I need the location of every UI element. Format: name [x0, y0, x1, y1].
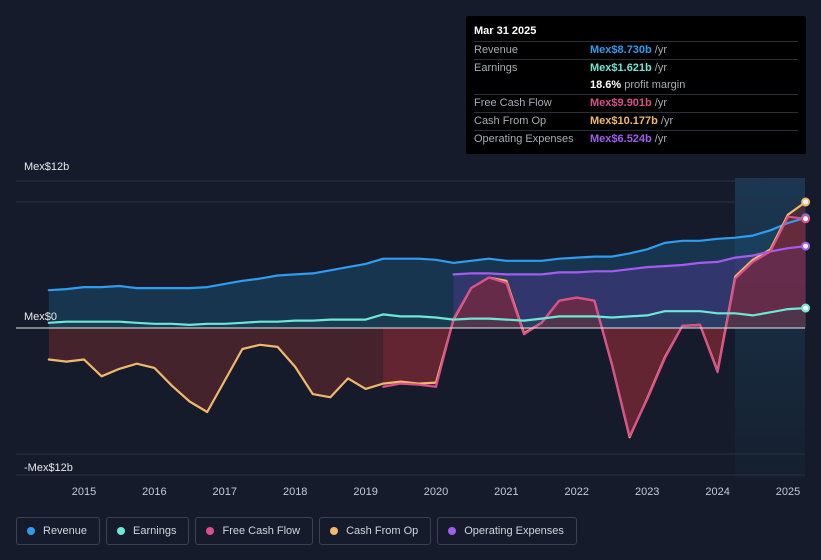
tooltip-unit: /yr — [654, 44, 667, 56]
area-operating-expenses — [453, 246, 806, 328]
series-end-marker — [801, 197, 811, 207]
x-tick-label: 2020 — [424, 486, 448, 498]
tooltip-row: Operating Expenses Mex$6.524b/yr — [474, 130, 798, 148]
tooltip-row: Cash From Op Mex$10.177b/yr — [474, 112, 798, 130]
legend-dot-icon — [117, 527, 126, 535]
series-line-operating-expenses — [452, 245, 807, 276]
legend-label: Cash From Op — [346, 525, 419, 537]
tooltip-value: Mex$8.730b — [590, 44, 652, 56]
x-tick-label: 2016 — [142, 486, 166, 498]
x-tick-label: 2025 — [776, 486, 800, 498]
legend-label: Free Cash Flow — [222, 525, 301, 537]
tooltip-value: Mex$1.621b — [590, 62, 652, 74]
tooltip-value: 18.6% — [590, 79, 622, 91]
area-free-cash-flow — [383, 216, 806, 437]
tooltip-label: Revenue — [474, 44, 519, 56]
series-line-revenue — [47, 216, 807, 292]
tooltip-date: Mar 31 2025 — [474, 25, 537, 37]
legend-item-revenue[interactable]: Revenue — [16, 517, 101, 545]
x-tick-label: 2019 — [353, 486, 377, 498]
tooltip-label: Operating Expenses — [474, 133, 574, 145]
tooltip-value: Mex$9.901b — [590, 97, 652, 109]
tooltip-unit: /yr — [654, 133, 667, 145]
x-tick-label: 2018 — [283, 486, 307, 498]
tooltip-label — [474, 77, 590, 94]
tooltip-label: Earnings — [474, 62, 518, 74]
y-tick-label: -Mex$12b — [24, 462, 73, 474]
tooltip: Mar 31 2025 Revenue Mex$8.730b/yr Earnings… — [466, 16, 806, 154]
tooltip-label: Cash From Op — [474, 115, 547, 127]
tooltip-row: Free Cash Flow Mex$9.901b/yr — [474, 94, 798, 112]
x-tick-label: 2022 — [565, 486, 589, 498]
tooltip-unit: /yr — [654, 97, 667, 109]
tooltip-unit: profit margin — [624, 79, 686, 91]
y-tick-label: Mex$0 — [24, 311, 57, 323]
tooltip-row: Earnings Mex$1.621b/yr — [474, 59, 798, 77]
series-end-marker — [801, 214, 811, 224]
legend-item-earnings[interactable]: Earnings — [106, 517, 190, 545]
tooltip-label: Free Cash Flow — [474, 97, 552, 109]
tooltip-row: Revenue Mex$8.730b/yr — [474, 41, 798, 59]
tooltip-unit: /yr — [660, 115, 674, 127]
x-tick-label: 2017 — [213, 486, 237, 498]
tooltip-value: Mex$6.524b — [590, 133, 652, 145]
tooltip-unit: /yr — [654, 62, 667, 74]
x-tick-label: 2021 — [494, 486, 518, 498]
legend-label: Earnings — [133, 525, 177, 537]
x-tick-label: 2024 — [705, 486, 729, 498]
legend-dot-icon — [448, 527, 457, 535]
legend-label: Operating Expenses — [464, 525, 564, 537]
x-tick-label: 2015 — [72, 486, 96, 498]
legend-dot-icon — [27, 527, 35, 535]
x-tick-label: 2023 — [635, 486, 659, 498]
series-end-marker — [801, 303, 811, 313]
legend-dot-icon — [330, 527, 339, 535]
legend-item-operating-expenses[interactable]: Operating Expenses — [437, 517, 577, 545]
legend-item-free-cash-flow[interactable]: Free Cash Flow — [195, 517, 314, 545]
series-end-marker — [801, 241, 811, 251]
tooltip-value: Mex$10.177b — [590, 115, 658, 127]
series-line-earnings — [47, 307, 807, 326]
tooltip-row: 18.6% profit margin — [474, 77, 798, 94]
y-tick-label: Mex$12b — [24, 161, 69, 173]
legend-label: Revenue — [43, 525, 88, 537]
legend: Revenue Earnings Free Cash Flow Cash From O… — [16, 517, 577, 545]
legend-dot-icon — [206, 527, 215, 535]
legend-item-cash-from-op[interactable]: Cash From Op — [319, 517, 432, 545]
